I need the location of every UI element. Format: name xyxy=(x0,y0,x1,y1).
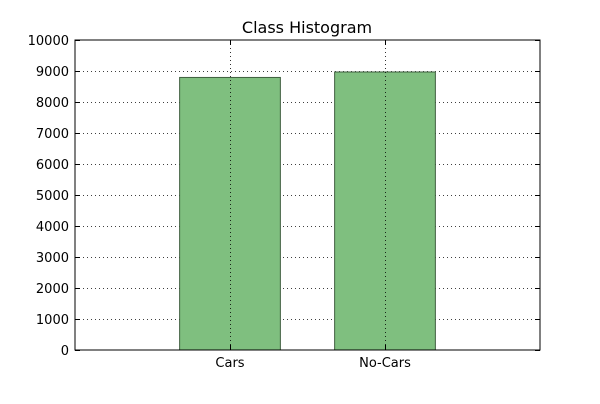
y-tick-label: 0 xyxy=(61,344,69,359)
y-tick-label: 6000 xyxy=(36,158,69,173)
x-tick-label: Cars xyxy=(215,356,244,371)
y-tick-label: 1000 xyxy=(36,313,69,328)
y-tick-labels: 0 1000 2000 3000 4000 5000 6000 7000 8000 9000 100… xyxy=(28,34,69,359)
y-tick-label: 8000 xyxy=(36,96,69,111)
bar-cars xyxy=(179,76,281,351)
plot-frame xyxy=(74,39,541,351)
x-tick-label: No-Cars xyxy=(359,356,411,371)
y-tick-label: 7000 xyxy=(36,127,69,142)
y-tick-label: 10000 xyxy=(28,34,69,49)
x-tick-labels: Cars No-Cars xyxy=(215,356,411,371)
y-tick-label: 2000 xyxy=(36,282,69,297)
axis-ticks xyxy=(75,40,540,351)
y-tick-label: 5000 xyxy=(36,189,69,204)
y-tick-label: 3000 xyxy=(36,251,69,266)
grid-lines xyxy=(75,71,540,320)
chart-title: Class Histogram xyxy=(242,18,372,37)
y-tick-label: 4000 xyxy=(36,220,69,235)
y-tick-label: 9000 xyxy=(36,65,69,80)
bar-no-cars xyxy=(334,71,436,351)
bars xyxy=(179,71,436,351)
